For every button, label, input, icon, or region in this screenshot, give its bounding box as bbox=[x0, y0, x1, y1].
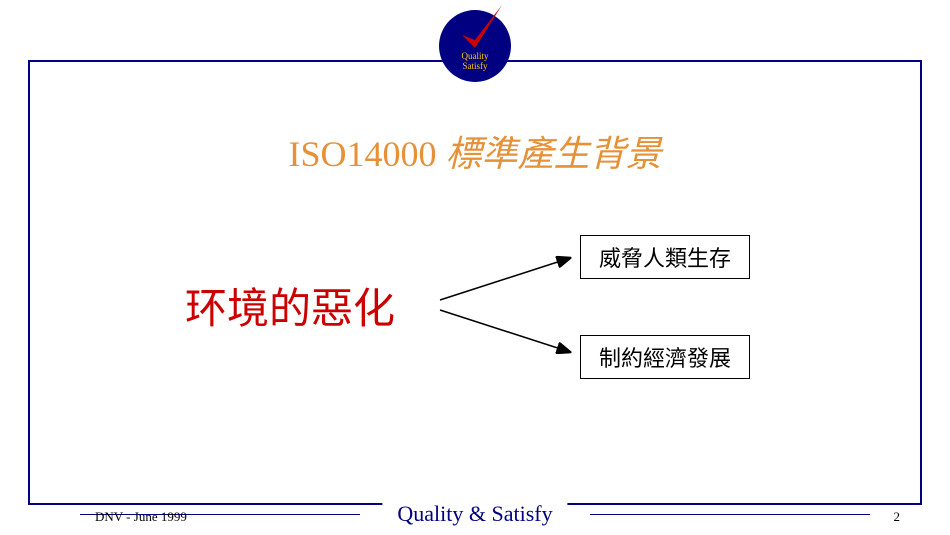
effect-box-1-text: 威脅人類生存 bbox=[599, 241, 731, 273]
footer-divider-right bbox=[590, 514, 870, 515]
effect-box-1: 威脅人類生存 bbox=[580, 235, 750, 279]
logo-text-line2: Satisfy bbox=[462, 62, 489, 72]
arrow-to-box1 bbox=[440, 258, 570, 300]
logo: Quality Satisfy bbox=[439, 10, 511, 82]
slide-title: ISO14000 標準產生背景 bbox=[288, 125, 661, 177]
effect-box-2: 制約經濟發展 bbox=[580, 335, 750, 379]
page-number: 2 bbox=[894, 509, 901, 525]
diagram-arrows bbox=[430, 250, 580, 360]
logo-circle: Quality Satisfy bbox=[439, 10, 511, 82]
arrow-to-box2 bbox=[440, 310, 570, 352]
title-chinese: 標準產生背景 bbox=[437, 134, 662, 174]
logo-text: Quality Satisfy bbox=[462, 52, 489, 72]
main-concept-text: 环境的惡化 bbox=[185, 275, 395, 336]
effect-box-2-text: 制約經濟發展 bbox=[599, 341, 731, 373]
footer-tagline: Quality & Satisfy bbox=[382, 501, 567, 527]
title-iso: ISO14000 bbox=[288, 134, 436, 174]
footer-date: DNV - June 1999 bbox=[95, 509, 187, 525]
